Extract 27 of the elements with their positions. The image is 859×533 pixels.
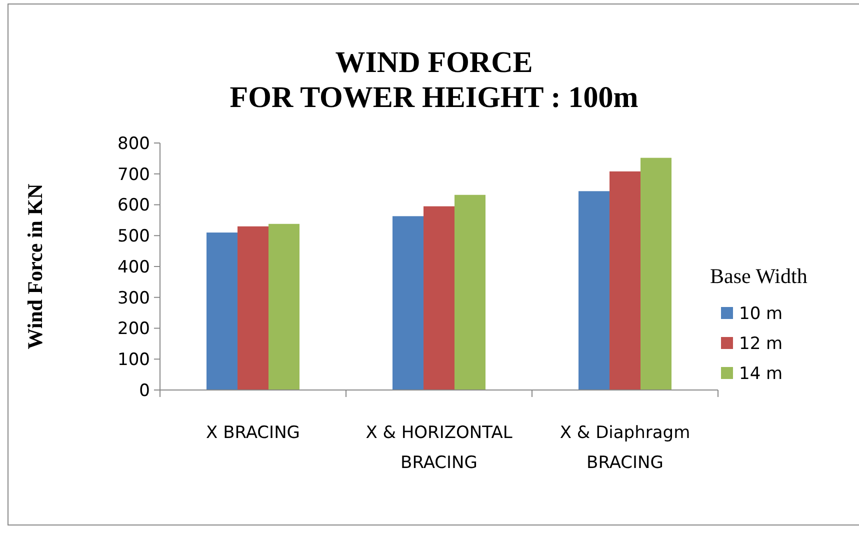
- legend-title: Base Width: [710, 264, 808, 288]
- y-tick-label: 400: [118, 257, 150, 278]
- bar: [206, 232, 238, 390]
- y-tick-label: 600: [118, 196, 150, 216]
- x-tick-label: X BRACING: [206, 423, 300, 443]
- legend-label: 12 m: [739, 334, 783, 354]
- y-tick-label: 0: [139, 380, 150, 401]
- y-tick-label: 500: [118, 226, 150, 247]
- y-tick-label: 700: [118, 164, 150, 185]
- x-tick-label: X & Diaphragm BRACING: [560, 423, 690, 473]
- bar: [424, 206, 454, 390]
- x-tick-label: X & HORIZONTAL BRACING: [366, 423, 513, 473]
- bar: [578, 191, 610, 390]
- bar: [610, 171, 640, 390]
- chart-title: WIND FORCE FOR TOWER HEIGHT : 100m: [230, 46, 638, 114]
- y-axis-title: Wind Force in KN: [23, 184, 47, 350]
- legend-label: 10 m: [739, 304, 783, 324]
- y-tick-label: 200: [118, 319, 150, 340]
- bar: [454, 194, 486, 390]
- bar: [640, 158, 672, 390]
- y-tick-label: 300: [118, 288, 150, 308]
- legend-label: 14 m: [739, 364, 783, 384]
- y-tick-label: 100: [118, 350, 150, 370]
- y-tick-label: 800: [118, 134, 150, 154]
- bar: [238, 226, 268, 390]
- bar: [268, 224, 300, 390]
- bar: [392, 216, 424, 390]
